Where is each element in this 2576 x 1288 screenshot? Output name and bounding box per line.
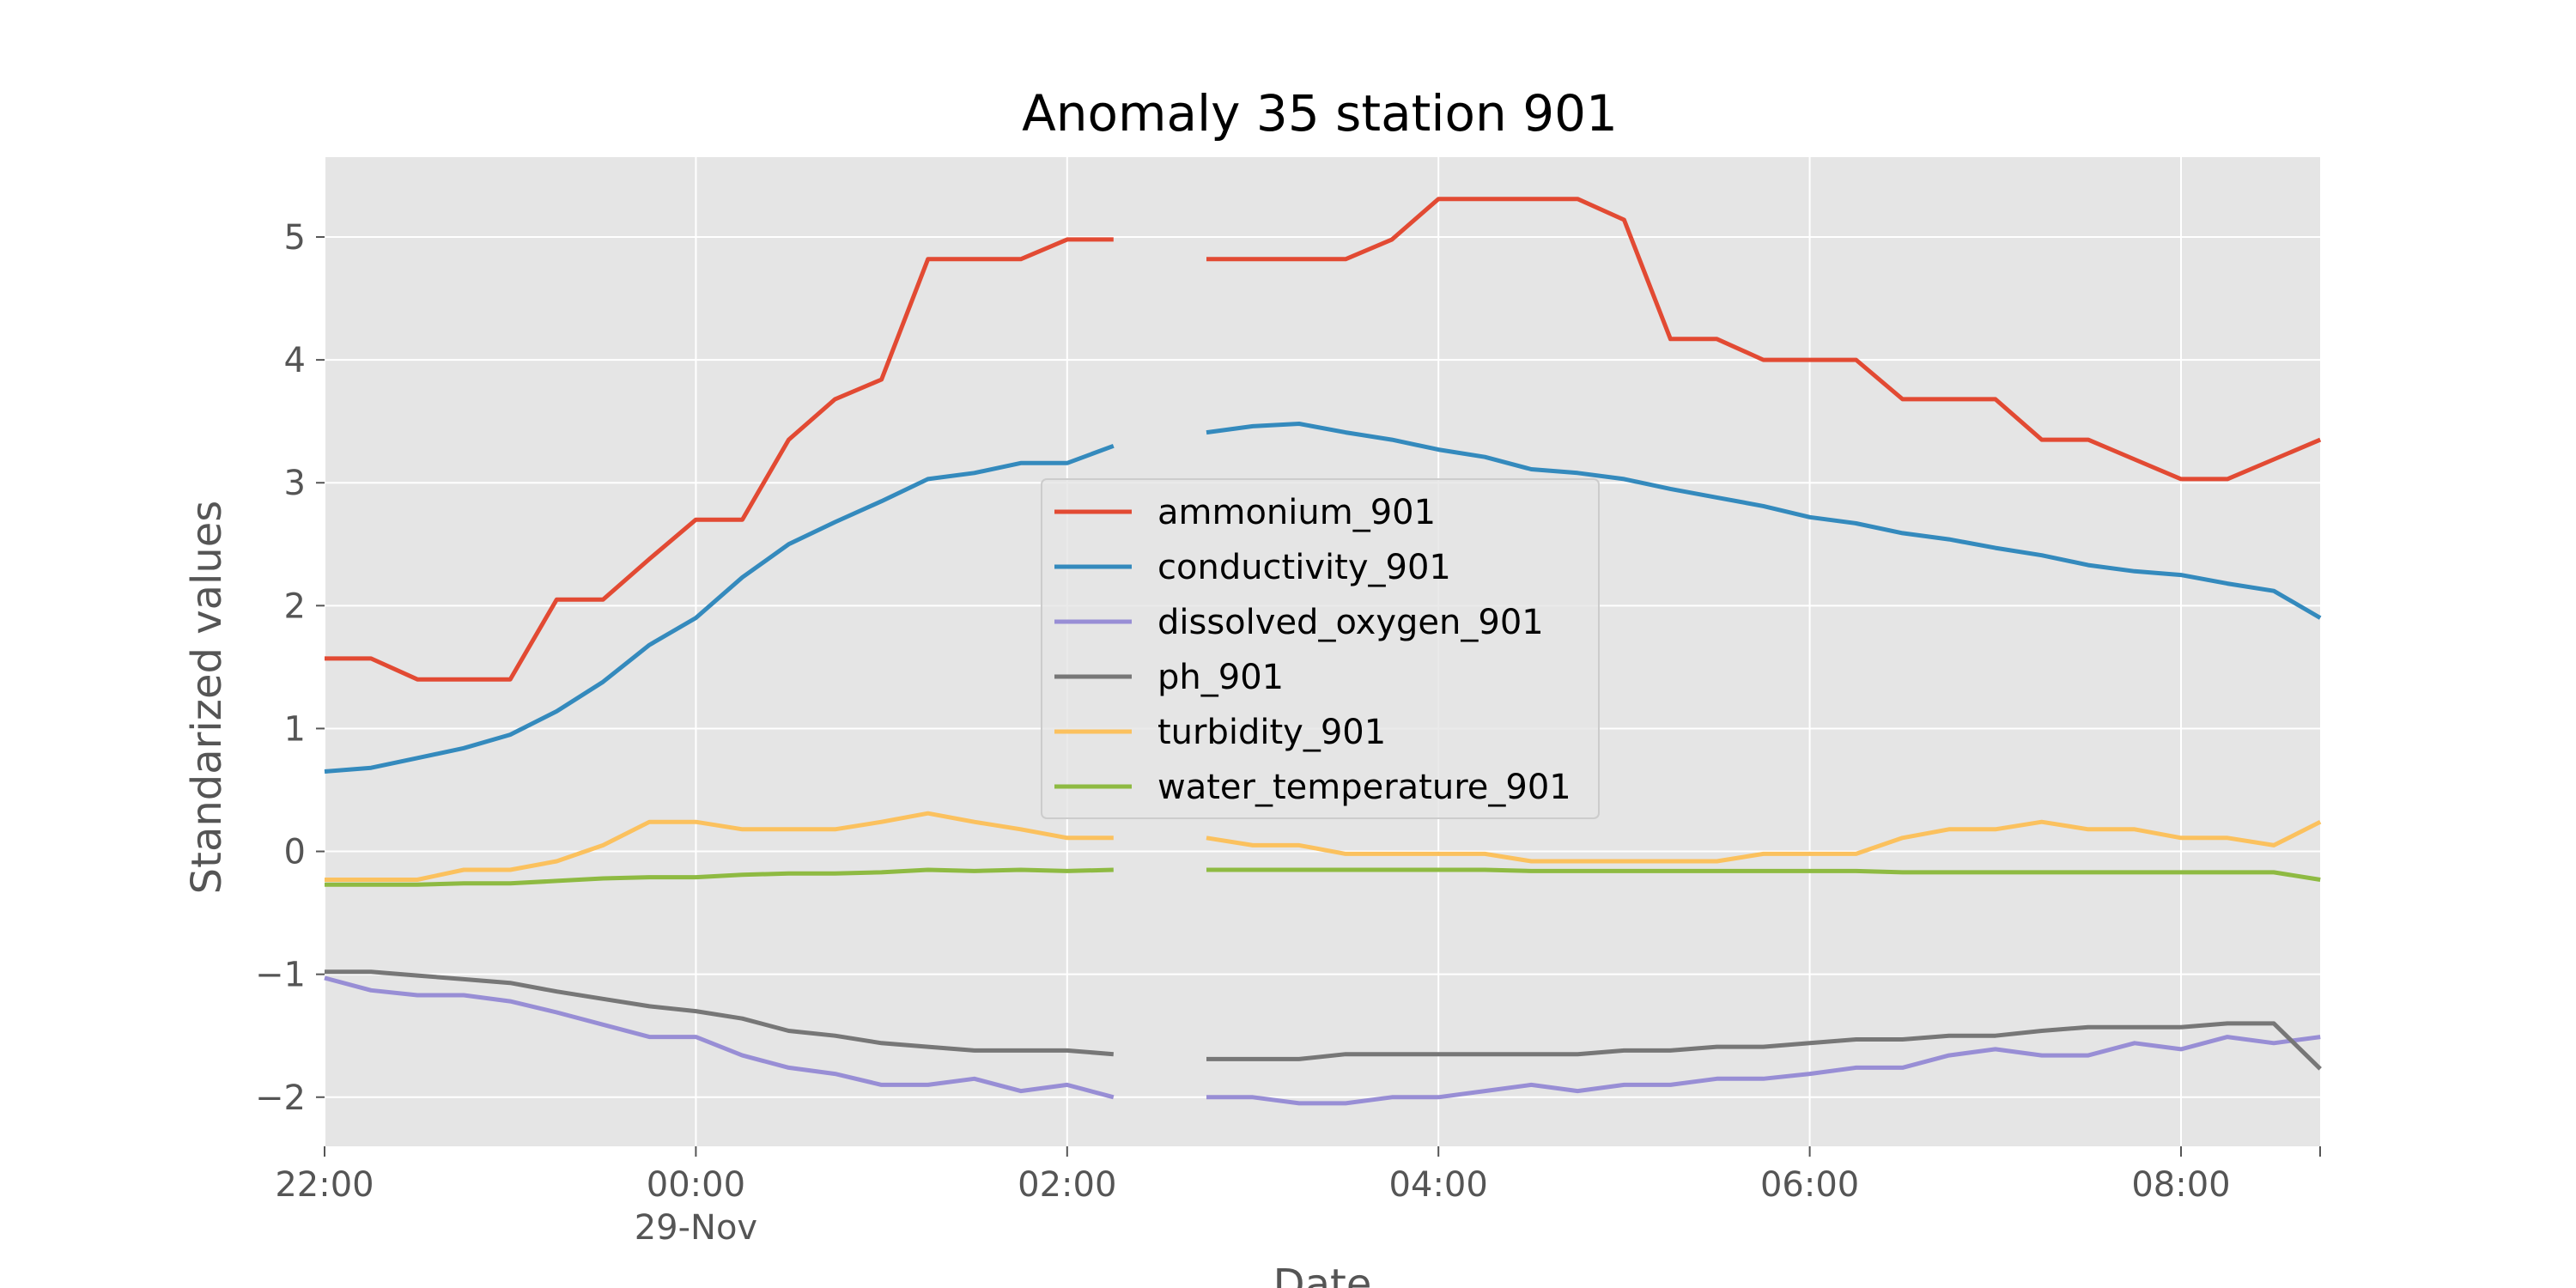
legend-label: dissolved_oxygen_901 (1157, 603, 1544, 642)
series-line-water_temperature_901 (325, 867, 2321, 887)
series-line-ph_901 (325, 969, 2322, 1071)
y-tick-label: 4 (284, 341, 306, 380)
legend-box (1041, 478, 1600, 819)
y-tick-label: 2 (284, 586, 306, 626)
x-tick-label: 04:00 (1389, 1165, 1488, 1205)
x-tick-label: 00:00 (647, 1165, 745, 1205)
series-line-ammonium_901 (325, 197, 2322, 682)
legend-label: water_temperature_901 (1157, 768, 1571, 807)
x-axis-label: Date (1273, 1261, 1372, 1288)
legend-label: conductivity_901 (1157, 548, 1451, 587)
y-axis-ticks: 5 4 3 2 1 0 −1 −2 (255, 218, 325, 1118)
x-tick-label: 08:00 (2131, 1165, 2230, 1205)
y-tick-label: −1 (255, 956, 306, 995)
x-tick-label: 02:00 (1018, 1165, 1116, 1205)
x-tick-label: 06:00 (1760, 1165, 1859, 1205)
x-tick-label: 22:00 (275, 1165, 374, 1205)
y-tick-label: 3 (284, 464, 306, 503)
legend: ammonium_901 conductivity_901 dissolved_ox… (1041, 478, 1600, 819)
legend-label: turbidity_901 (1157, 713, 1386, 752)
series-line-conductivity_901 (324, 422, 2322, 774)
legend-label: ph_901 (1157, 658, 1284, 697)
x-tick-sublabel: 29-Nov (635, 1208, 757, 1248)
y-tick-label: 1 (284, 709, 306, 749)
y-tick-label: 0 (284, 833, 306, 872)
y-tick-label: −2 (255, 1078, 306, 1118)
legend-label: ammonium_901 (1157, 493, 1436, 532)
chart-title: Anomaly 35 station 901 (1022, 84, 1618, 143)
series-line-turbidity_901 (325, 811, 2322, 882)
series-lines (324, 197, 2322, 1106)
series-line-dissolved_oxygen_901 (324, 975, 2321, 1106)
y-tick-label: 5 (284, 218, 306, 258)
y-axis-label: Standarized values (183, 501, 231, 895)
